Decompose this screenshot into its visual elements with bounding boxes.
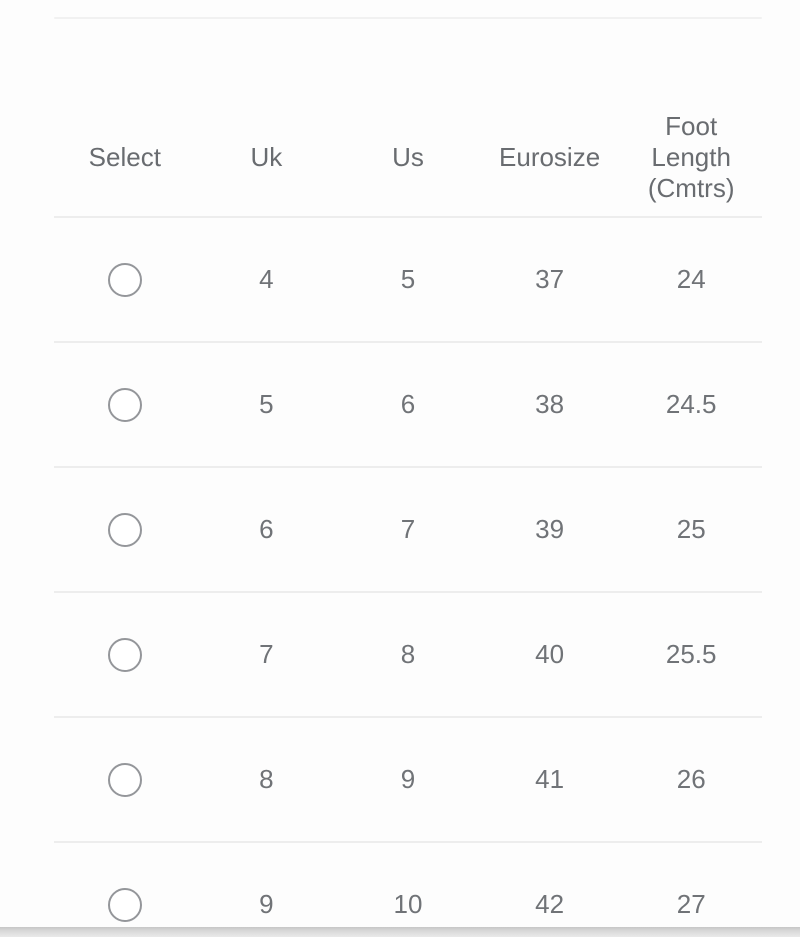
us-size-value: 5 xyxy=(400,264,416,294)
uk-size-value: 6 xyxy=(259,514,274,544)
column-header-select: Select xyxy=(88,141,161,172)
uk-size-value: 5 xyxy=(259,389,274,419)
size-select-radio[interactable] xyxy=(107,262,142,297)
us-size-value: 6 xyxy=(400,389,416,419)
column-header-uk: Uk xyxy=(250,141,283,172)
column-header-us: Us xyxy=(392,141,424,172)
eurosize-value: 40 xyxy=(535,639,565,669)
us-size-value: 10 xyxy=(393,889,423,919)
select-cell xyxy=(54,262,196,297)
column-header-foot-length: Foot Length (Cmtrs) xyxy=(620,111,762,204)
uk-size-value: 9 xyxy=(259,889,274,919)
eurosize-value: 42 xyxy=(535,889,565,919)
table-body: 4 5 37 24 5 6 38 24.5 6 7 39 25 7 8 40 2… xyxy=(54,218,762,937)
size-row: 8 9 41 26 xyxy=(54,718,762,843)
size-row: 6 7 39 25 xyxy=(54,468,762,593)
foot-length-value: 25 xyxy=(676,514,706,544)
foot-length-value: 26 xyxy=(676,764,706,794)
size-row: 7 8 40 25.5 xyxy=(54,593,762,718)
uk-size-value: 4 xyxy=(259,264,274,294)
uk-size-value: 8 xyxy=(259,764,274,794)
foot-length-value: 24 xyxy=(676,264,706,294)
eurosize-value: 41 xyxy=(535,764,565,794)
eurosize-value: 39 xyxy=(535,514,565,544)
column-header-foot-length-label: Foot Length (Cmtrs) xyxy=(647,110,735,203)
select-cell xyxy=(54,637,196,672)
select-cell xyxy=(54,512,196,547)
size-chart-table: Select Uk Us Eurosize Foot Length (Cmtrs… xyxy=(54,18,762,937)
eurosize-value: 38 xyxy=(535,389,565,419)
size-select-radio[interactable] xyxy=(107,637,142,672)
select-cell xyxy=(54,887,196,922)
size-select-radio[interactable] xyxy=(107,387,142,422)
top-divider xyxy=(54,17,762,19)
size-select-radio[interactable] xyxy=(107,887,142,922)
foot-length-value: 24.5 xyxy=(665,389,717,419)
us-size-value: 8 xyxy=(400,639,416,669)
size-row: 9 10 42 27 xyxy=(54,843,762,937)
size-row: 4 5 37 24 xyxy=(54,218,762,343)
us-size-value: 9 xyxy=(400,764,416,794)
column-header-eurosize: Eurosize xyxy=(499,141,601,172)
eurosize-value: 37 xyxy=(535,264,565,294)
uk-size-value: 7 xyxy=(259,639,274,669)
select-cell xyxy=(54,387,196,422)
size-select-radio[interactable] xyxy=(107,762,142,797)
us-size-value: 7 xyxy=(400,514,416,544)
bottom-edge-bar xyxy=(0,927,800,937)
size-row: 5 6 38 24.5 xyxy=(54,343,762,468)
foot-length-value: 25.5 xyxy=(665,639,717,669)
table-header-row: Select Uk Us Eurosize Foot Length (Cmtrs… xyxy=(54,18,762,218)
size-select-radio[interactable] xyxy=(107,512,142,547)
foot-length-value: 27 xyxy=(676,889,706,919)
select-cell xyxy=(54,762,196,797)
